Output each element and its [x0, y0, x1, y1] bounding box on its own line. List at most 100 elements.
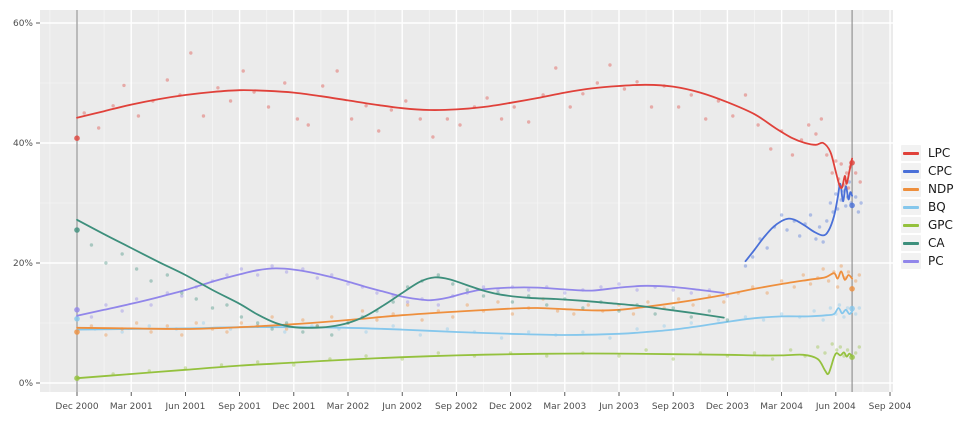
- legend-label-ndp: NDP: [928, 182, 954, 196]
- election-result-point-bq: [74, 316, 80, 322]
- poll-point-lpc: [846, 186, 851, 190]
- poll-point-lpc: [445, 117, 450, 121]
- y-tick-label: 0%: [19, 379, 34, 389]
- poll-point-pc: [346, 282, 350, 286]
- poll-point-ca: [330, 333, 334, 337]
- x-tick-label: Dec 2002: [489, 402, 532, 412]
- poll-point-ca: [671, 306, 675, 310]
- poll-point-ndp: [496, 300, 500, 304]
- poll-point-ca: [180, 291, 184, 295]
- poll-point-pc: [481, 285, 486, 289]
- poll-point-ndp: [360, 309, 365, 313]
- legend-item-cpc: CPC: [901, 162, 953, 180]
- poll-point-cpc: [821, 240, 825, 244]
- poll-point-pc: [671, 288, 675, 292]
- poll-point-gpc: [671, 357, 675, 361]
- legend-label-gpc: GPC: [928, 218, 953, 232]
- poll-point-ca: [581, 306, 585, 310]
- y-tick-label: 20%: [13, 259, 33, 269]
- poll-point-lpc: [404, 99, 408, 103]
- poll-point-ca: [239, 315, 244, 319]
- poll-point-bq: [147, 324, 151, 328]
- election-result-point-bq: [849, 305, 855, 312]
- poll-point-pc: [180, 294, 184, 298]
- election-result-point-lpc: [74, 135, 80, 141]
- poll-point-ca: [617, 309, 621, 313]
- poll-point-pc: [134, 297, 139, 301]
- poll-point-bq: [364, 330, 368, 334]
- poll-point-lpc: [635, 80, 639, 84]
- poll-point-lpc: [595, 81, 600, 85]
- poll-point-gpc: [830, 342, 834, 346]
- poll-point-pc: [599, 285, 603, 289]
- poll-point-gpc: [857, 345, 862, 349]
- poll-point-pc: [239, 267, 244, 271]
- poll-point-gpc: [364, 354, 368, 358]
- poll-point-lpc: [377, 129, 381, 133]
- poll-point-cpc: [808, 213, 813, 217]
- poll-point-lpc: [853, 171, 858, 175]
- poll-point-ndp: [391, 312, 395, 316]
- poll-point-ca: [284, 321, 289, 325]
- poll-point-bq: [828, 306, 833, 310]
- x-tick-label: Sep 2004: [869, 402, 912, 412]
- poll-point-pc: [689, 291, 693, 295]
- poll-point-lpc: [676, 105, 681, 109]
- poll-point-gpc: [644, 348, 648, 352]
- poll-point-lpc: [554, 66, 558, 70]
- trend-line-ca: [76, 218, 725, 329]
- legend-key-pc-line-icon: [901, 253, 921, 269]
- x-tick-label: Jun 2003: [598, 402, 639, 412]
- poll-point-bq: [853, 312, 858, 316]
- poll-point-ndp: [853, 279, 858, 283]
- poll-point-lpc: [321, 84, 325, 88]
- chart-legend: LPC CPC NDP BQ GPC CA PC: [901, 144, 953, 270]
- poll-point-lpc: [743, 93, 748, 97]
- poll-point-ndp: [826, 279, 831, 283]
- poll-point-lpc: [622, 87, 627, 91]
- poll-point-gpc: [838, 345, 843, 349]
- trend-line-pc: [76, 267, 725, 317]
- poll-point-gpc: [853, 351, 858, 355]
- poll-point-bq: [635, 327, 639, 331]
- x-tick-label: Mar 2001: [110, 402, 153, 412]
- poll-point-ca: [270, 327, 274, 331]
- x-tick-label: Dec 2003: [706, 402, 749, 412]
- poll-point-ca: [104, 261, 108, 265]
- poll-point-pc: [436, 303, 441, 307]
- poll-point-lpc: [458, 123, 462, 127]
- poll-point-pc: [315, 276, 319, 280]
- poll-point-gpc: [752, 351, 757, 355]
- poll-point-lpc: [485, 96, 489, 100]
- poll-point-ndp: [89, 324, 94, 328]
- legend-item-ca: CA: [901, 234, 953, 252]
- poll-point-pc: [120, 309, 124, 313]
- x-tick-label: Mar 2003: [543, 402, 586, 412]
- poll-point-lpc: [649, 105, 654, 109]
- poll-point-bq: [201, 321, 206, 325]
- poll-point-pc: [725, 294, 730, 298]
- poll-point-ndp: [646, 300, 650, 304]
- poll-point-ca: [149, 279, 153, 283]
- legend-label-lpc: LPC: [928, 146, 951, 160]
- poll-point-lpc: [814, 132, 818, 136]
- poll-point-ndp: [839, 264, 843, 268]
- poll-point-lpc: [122, 83, 126, 88]
- poll-point-ndp: [104, 333, 108, 337]
- poll-point-ndp: [451, 315, 455, 319]
- poll-point-lpc: [266, 105, 271, 109]
- poll-point-pc: [149, 303, 153, 307]
- poll-point-bq: [779, 312, 784, 316]
- y-tick-label: 60%: [13, 19, 33, 29]
- poll-point-ndp: [792, 285, 796, 289]
- poll-point-ndp: [857, 273, 862, 277]
- poll-point-ndp: [572, 312, 576, 316]
- poll-point-lpc: [512, 105, 516, 109]
- poll-point-lpc: [581, 92, 585, 96]
- x-tick-label: Mar 2004: [760, 402, 803, 412]
- poll-point-bq: [716, 318, 721, 322]
- poll-point-bq: [845, 306, 850, 310]
- election-result-point-cpc: [849, 202, 855, 209]
- poll-point-lpc: [731, 114, 735, 118]
